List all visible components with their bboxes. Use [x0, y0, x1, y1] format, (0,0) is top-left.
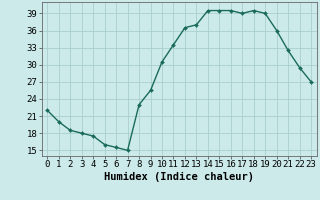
X-axis label: Humidex (Indice chaleur): Humidex (Indice chaleur): [104, 172, 254, 182]
